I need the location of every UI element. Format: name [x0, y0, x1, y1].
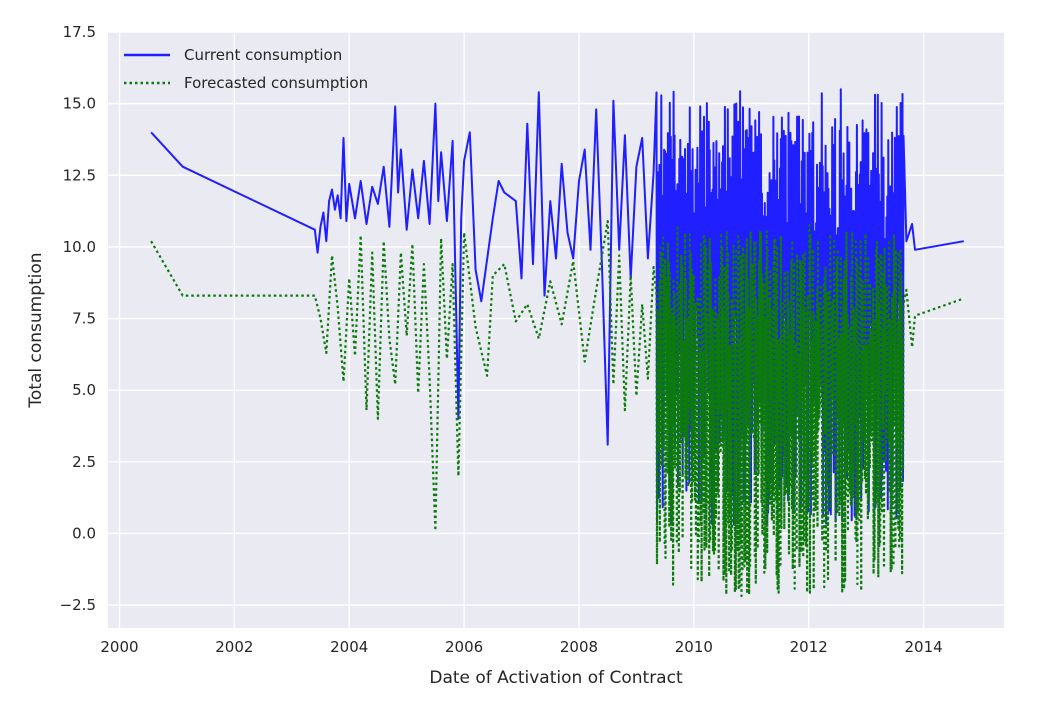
x-tick-labels: 2000 2002 2004 2006 2008 2010 2012 2014 [100, 638, 942, 656]
x-tick-label: 2014 [904, 638, 942, 656]
x-tick-label: 2002 [215, 638, 253, 656]
x-tick-label: 2004 [330, 638, 368, 656]
x-tick-label: 2010 [675, 638, 713, 656]
y-tick-label: 7.5 [72, 310, 96, 328]
series-line-forecasted-consumption [150, 220, 965, 598]
y-tick-label: 15.0 [63, 95, 96, 113]
y-tick-label: −2.5 [60, 596, 96, 614]
y-tick-label: 10.0 [63, 238, 96, 256]
y-tick-label: 0.0 [72, 524, 96, 542]
legend: Current consumption Forecasted consumpti… [124, 46, 368, 92]
legend-label-current: Current consumption [184, 46, 342, 64]
series-layer [150, 88, 965, 598]
x-tick-label: 2008 [560, 638, 598, 656]
legend-label-forecast: Forecasted consumption [184, 74, 368, 92]
x-tick-label: 2000 [100, 638, 138, 656]
y-tick-labels: −2.5 0.0 2.5 5.0 7.5 10.0 12.5 15.0 17.5 [60, 23, 96, 614]
x-tick-label: 2012 [790, 638, 828, 656]
x-axis-label: Date of Activation of Contract [429, 668, 683, 688]
y-tick-label: 5.0 [72, 381, 96, 399]
x-tick-label: 2006 [445, 638, 483, 656]
y-tick-label: 17.5 [63, 23, 96, 41]
y-tick-label: 12.5 [63, 166, 96, 184]
y-axis-label: Total consumption [26, 252, 46, 408]
y-tick-label: 2.5 [72, 453, 96, 471]
